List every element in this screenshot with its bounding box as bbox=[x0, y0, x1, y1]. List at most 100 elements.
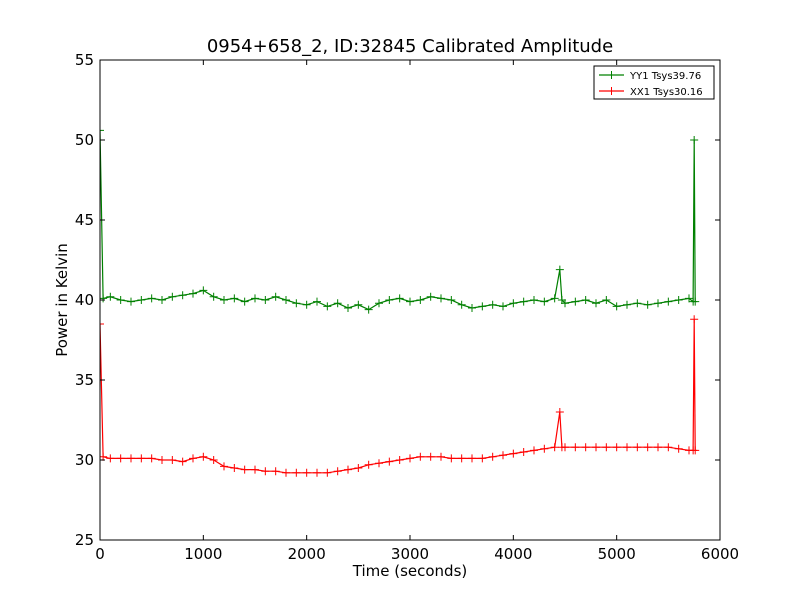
data-point-xx1 bbox=[240, 465, 249, 474]
data-point-yy1 bbox=[354, 300, 363, 309]
plot-frame bbox=[99, 59, 721, 541]
y-tick-label: 55 bbox=[75, 51, 94, 69]
data-point-yy1 bbox=[323, 302, 332, 311]
data-point-xx1 bbox=[282, 468, 290, 477]
data-point-yy1 bbox=[664, 297, 673, 306]
data-point-yy1 bbox=[654, 299, 662, 308]
data-point-xx1 bbox=[571, 443, 580, 452]
data-point-yy1 bbox=[426, 292, 435, 301]
data-point-xx1 bbox=[406, 454, 414, 463]
data-point-xx1 bbox=[220, 462, 228, 471]
data-point-xx1 bbox=[561, 443, 569, 452]
data-point-yy1 bbox=[313, 297, 321, 306]
data-point-yy1 bbox=[395, 294, 404, 303]
data-point-yy1 bbox=[602, 296, 611, 304]
data-point-xx1 bbox=[261, 467, 270, 476]
data-point-yy1 bbox=[116, 296, 125, 304]
data-point-xx1 bbox=[426, 452, 435, 461]
legend: YY1 Tsys39.76 XX1 Tsys30.16 bbox=[593, 65, 715, 100]
data-point-xx1 bbox=[323, 468, 332, 477]
y-axis-label: Power in Kelvin bbox=[53, 243, 71, 357]
x-tick-label: 4000 bbox=[494, 545, 532, 563]
data-point-yy1 bbox=[581, 296, 590, 304]
data-point-xx1 bbox=[519, 448, 528, 456]
data-point-yy1 bbox=[364, 305, 373, 314]
data-point-yy1 bbox=[261, 296, 270, 304]
data-point-yy1 bbox=[555, 265, 564, 274]
data-point-xx1 bbox=[199, 452, 208, 461]
y-tick-label: 30 bbox=[75, 451, 94, 469]
data-point-xx1 bbox=[344, 465, 352, 474]
data-point-yy1 bbox=[416, 296, 425, 304]
data-point-yy1 bbox=[168, 292, 177, 301]
data-point-xx1 bbox=[690, 315, 699, 324]
data-point-xx1 bbox=[100, 320, 104, 328]
data-point-yy1 bbox=[158, 296, 166, 304]
data-point-xx1 bbox=[147, 454, 156, 463]
data-point-yy1 bbox=[127, 297, 135, 306]
data-point-yy1 bbox=[282, 296, 290, 304]
data-point-xx1 bbox=[602, 443, 611, 452]
data-point-xx1 bbox=[691, 446, 700, 455]
data-point-yy1 bbox=[137, 296, 146, 304]
data-point-xx1 bbox=[271, 467, 280, 476]
x-tick-label: 2000 bbox=[288, 545, 326, 563]
data-point-xx1 bbox=[354, 464, 363, 472]
data-point-yy1 bbox=[571, 297, 580, 306]
data-point-xx1 bbox=[530, 446, 538, 455]
data-point-yy1 bbox=[385, 296, 394, 304]
data-point-yy1 bbox=[633, 299, 642, 308]
legend-label-xx1: XX1 Tsys30.16 bbox=[630, 87, 703, 98]
y-tick-label: 50 bbox=[75, 131, 94, 149]
data-point-xx1 bbox=[550, 443, 559, 452]
data-point-xx1 bbox=[592, 443, 600, 452]
data-point-xx1 bbox=[106, 454, 115, 463]
data-point-yy1 bbox=[623, 300, 631, 309]
data-point-yy1 bbox=[540, 297, 549, 306]
data-point-yy1 bbox=[375, 299, 383, 308]
data-point-yy1 bbox=[100, 126, 104, 135]
data-point-yy1 bbox=[240, 297, 249, 306]
data-point-xx1 bbox=[137, 454, 146, 463]
data-point-xx1 bbox=[230, 464, 239, 472]
data-point-yy1 bbox=[199, 286, 208, 295]
x-tick-label: 5000 bbox=[598, 545, 636, 563]
data-point-xx1 bbox=[127, 454, 135, 463]
data-point-yy1 bbox=[106, 292, 115, 301]
data-point-xx1 bbox=[581, 443, 590, 452]
data-point-yy1 bbox=[251, 294, 259, 303]
y-tick-label: 40 bbox=[75, 291, 94, 309]
data-point-yy1 bbox=[478, 302, 487, 311]
data-point-yy1 bbox=[488, 300, 497, 309]
legend-box bbox=[593, 65, 715, 100]
data-point-xx1 bbox=[674, 444, 683, 453]
data-point-yy1 bbox=[612, 302, 621, 311]
data-point-yy1 bbox=[437, 294, 445, 303]
data-point-xx1 bbox=[488, 452, 497, 461]
data-point-yy1 bbox=[147, 294, 156, 303]
data-point-xx1 bbox=[457, 454, 466, 463]
data-point-yy1 bbox=[209, 292, 218, 301]
legend-marker-xx1 bbox=[607, 87, 616, 95]
chart-title: 0954+658_2, ID:32845 Calibrated Amplitud… bbox=[207, 36, 613, 57]
data-point-xx1 bbox=[540, 444, 549, 453]
data-point-xx1 bbox=[664, 443, 673, 452]
data-point-yy1 bbox=[509, 299, 518, 308]
x-tick-label: 1000 bbox=[184, 545, 222, 563]
data-point-yy1 bbox=[178, 291, 187, 300]
y-tick-label: 35 bbox=[75, 371, 94, 389]
data-point-xx1 bbox=[209, 456, 218, 464]
data-point-yy1 bbox=[691, 297, 700, 306]
data-point-yy1 bbox=[643, 300, 652, 309]
data-point-yy1 bbox=[674, 296, 683, 304]
legend-label-yy1: YY1 Tsys39.76 bbox=[629, 71, 701, 82]
legend-marker-yy1 bbox=[607, 71, 616, 79]
data-point-xx1 bbox=[612, 443, 621, 452]
x-tick-label: 0 bbox=[95, 545, 105, 563]
data-point-yy1 bbox=[220, 296, 228, 304]
data-point-xx1 bbox=[189, 454, 197, 463]
data-point-xx1 bbox=[395, 456, 404, 464]
data-point-yy1 bbox=[344, 304, 352, 312]
data-point-xx1 bbox=[168, 456, 177, 464]
